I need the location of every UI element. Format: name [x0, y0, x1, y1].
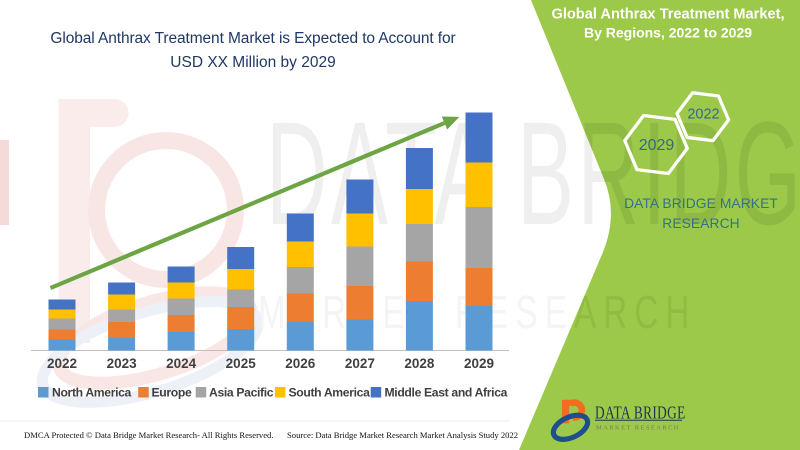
svg-text:Global Anthrax Treatment Marke: Global Anthrax Treatment Market is Expec… [50, 30, 455, 47]
svg-text:2029: 2029 [464, 356, 494, 371]
svg-text:2022: 2022 [47, 356, 77, 371]
svg-text:RESEARCH: RESEARCH [662, 216, 739, 231]
svg-text:Europe: Europe [152, 386, 192, 400]
svg-text:Global Anthrax Treatment Marke: Global Anthrax Treatment Market, [551, 7, 784, 23]
svg-text:Asia Pacific: Asia Pacific [209, 386, 274, 400]
svg-text:North America: North America [52, 386, 132, 400]
svg-text:DATA BRIDGE MARKET: DATA BRIDGE MARKET [624, 196, 778, 211]
svg-text:2027: 2027 [345, 356, 375, 371]
svg-text:2025: 2025 [226, 356, 257, 371]
svg-text:DMCA Protected © Data Bridge M: DMCA Protected © Data Bridge Market Rese… [24, 430, 274, 440]
svg-text:Middle East and Africa: Middle East and Africa [385, 386, 508, 400]
svg-text:MARKET RESEARCH: MARKET RESEARCH [596, 425, 680, 432]
svg-text:By Regions, 2022 to 2029: By Regions, 2022 to 2029 [584, 25, 752, 41]
svg-text:2023: 2023 [107, 356, 138, 371]
svg-text:2024: 2024 [166, 356, 197, 371]
svg-text:Source: Data Bridge Market Res: Source: Data Bridge Market Research Mark… [287, 430, 518, 440]
svg-text:DATA BRIDGE: DATA BRIDGE [595, 404, 686, 423]
svg-text:2022: 2022 [687, 107, 719, 123]
svg-text:USD XX Million by 2029: USD XX Million by 2029 [170, 54, 335, 71]
svg-text:2026: 2026 [285, 356, 316, 371]
svg-text:2029: 2029 [639, 137, 675, 154]
svg-text:South America: South America [289, 386, 371, 400]
svg-text:2028: 2028 [404, 356, 435, 371]
